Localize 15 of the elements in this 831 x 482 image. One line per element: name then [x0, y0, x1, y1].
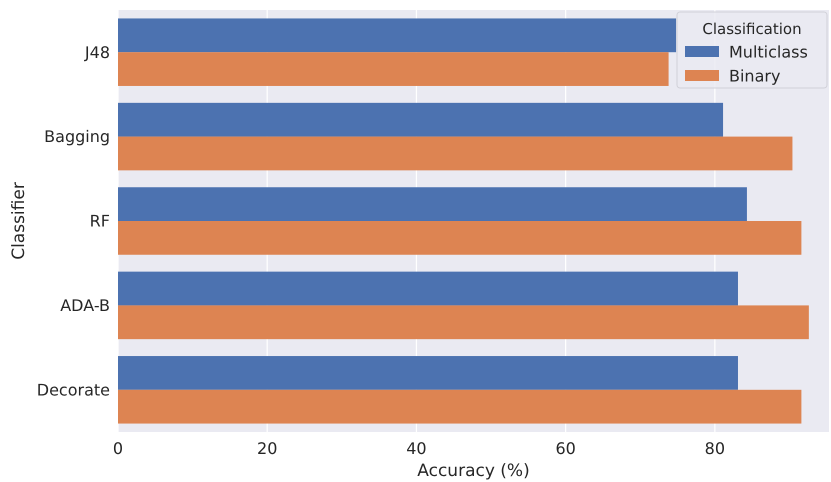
- legend-label: Binary: [729, 66, 780, 86]
- y-tick-label: Bagging: [44, 127, 110, 146]
- x-tick-label: 20: [257, 439, 278, 458]
- legend-title: Classification: [702, 20, 802, 38]
- x-tick-label: 80: [704, 439, 726, 458]
- x-tick-label: 60: [555, 439, 576, 458]
- y-tick-label: ADA-B: [60, 296, 110, 315]
- x-tick-label: 40: [406, 439, 427, 458]
- y-tick-label: J48: [84, 42, 110, 62]
- y-tick-label: RF: [90, 212, 110, 231]
- x-axis-title: Accuracy (%): [417, 461, 530, 481]
- y-tick-label: Decorate: [36, 380, 110, 400]
- y-axis-title: Classifier: [9, 182, 29, 260]
- x-tick-label: 0: [112, 439, 124, 458]
- legend-label: Multiclass: [729, 42, 808, 62]
